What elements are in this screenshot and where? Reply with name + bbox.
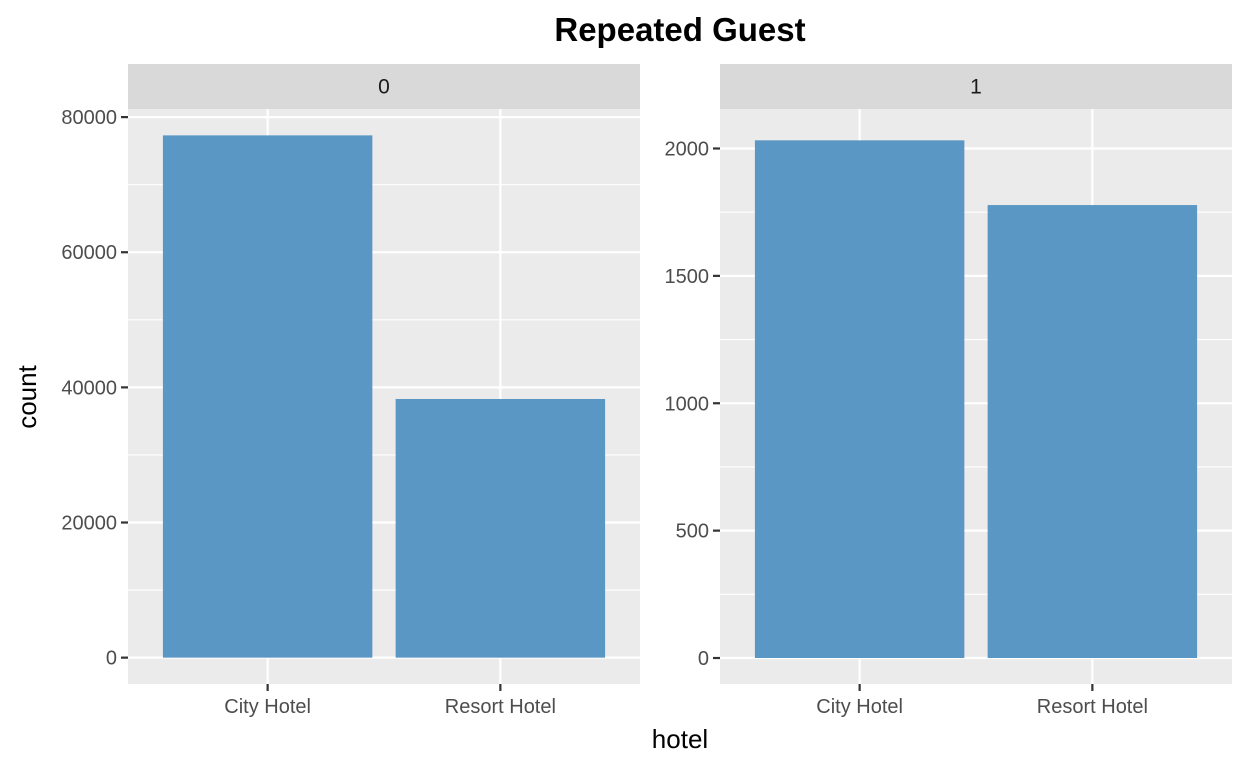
facet-strip-0 — [128, 64, 640, 109]
y-axis-title: count — [12, 364, 42, 428]
y-tick-label: 2000 — [665, 138, 710, 160]
y-tick-label: 80000 — [61, 107, 117, 129]
y-tick-label: 500 — [676, 521, 709, 543]
facet-strip-1 — [720, 64, 1232, 109]
x-tick-label: Resort Hotel — [1037, 696, 1148, 718]
y-tick-label: 20000 — [61, 513, 117, 535]
y-tick-label: 40000 — [61, 377, 117, 399]
x-axis-title: hotel — [652, 724, 708, 754]
y-tick-label: 60000 — [61, 242, 117, 264]
bar-city-hotel-panel-0 — [162, 135, 373, 658]
x-tick-label: Resort Hotel — [445, 696, 556, 718]
bar-city-hotel-panel-1 — [754, 140, 965, 659]
facet-panel-1: 1 0 500 1000 1500 2000 City Hotel Resort Hotel — [665, 64, 1232, 718]
y-tick-label: 1500 — [665, 266, 710, 288]
facet-panel-0: 0 0 20000 40000 60000 80000 City Hotel Resort H… — [61, 64, 640, 718]
bar-resort-hotel-panel-0 — [395, 398, 606, 658]
y-tick-label: 1000 — [665, 393, 710, 415]
facet-strip-label: 1 — [970, 76, 982, 99]
y-tick-label: 0 — [106, 648, 117, 670]
x-tick-label: City Hotel — [224, 696, 311, 718]
chart-title: Repeated Guest — [554, 11, 805, 48]
x-tick-label: City Hotel — [816, 696, 903, 718]
facet-strip-label: 0 — [378, 76, 390, 99]
y-tick-label: 0 — [698, 648, 709, 670]
bar-resort-hotel-panel-1 — [987, 205, 1198, 659]
